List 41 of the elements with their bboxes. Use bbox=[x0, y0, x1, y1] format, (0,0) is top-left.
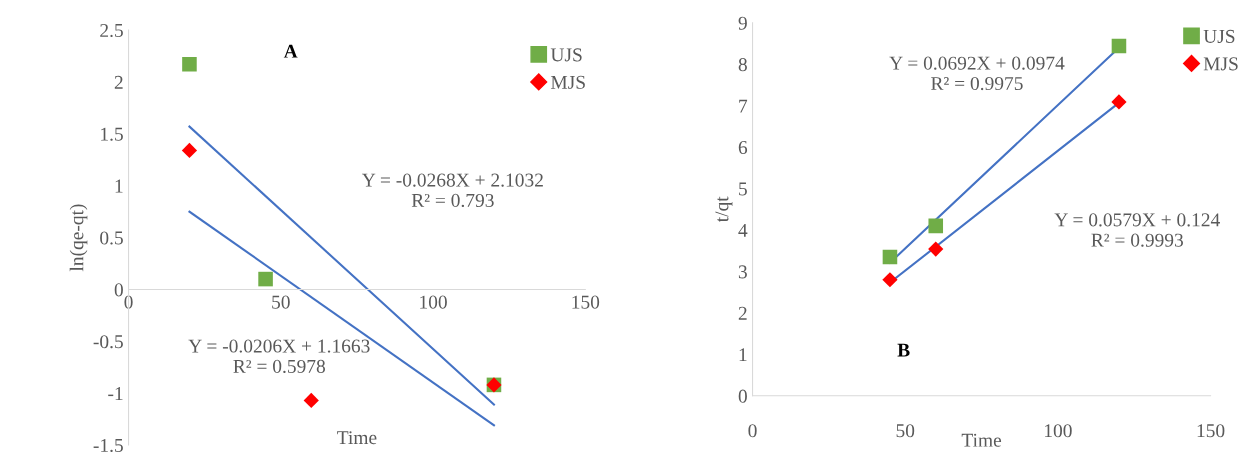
y-tick-label: 1.5 bbox=[101, 127, 123, 141]
y-tick-label: 3 bbox=[738, 265, 747, 279]
x-axis-title: Time bbox=[337, 431, 377, 445]
x-tick-label: 100 bbox=[1045, 424, 1072, 438]
y-tick-label: 0 bbox=[114, 283, 123, 297]
legend-label: UJS bbox=[1203, 29, 1235, 43]
y-tick-label: -1.5 bbox=[93, 438, 123, 453]
y-tick-label: -1 bbox=[108, 387, 123, 400]
text: A bbox=[283, 44, 298, 58]
y-axis-title: t/qt bbox=[715, 196, 733, 223]
annotation: Y = 0.0579X + 0.124 R² = 0.9993 bbox=[1054, 213, 1220, 247]
y-tick-label: 1 bbox=[115, 179, 123, 193]
legend-label: MJS bbox=[1203, 57, 1238, 71]
x-tick-label: 50 bbox=[896, 424, 915, 438]
x-axis-title: Time bbox=[961, 433, 1002, 447]
y-tick-label: 9 bbox=[738, 16, 747, 30]
x-tick-label: 150 bbox=[1197, 424, 1225, 438]
y-tick-label: -0.5 bbox=[93, 335, 123, 349]
y-axis-title: ln(qe-qt) bbox=[69, 204, 88, 272]
text: B bbox=[897, 343, 910, 357]
legend-label: MJS bbox=[550, 75, 585, 89]
y-tick-label: 6 bbox=[738, 141, 748, 155]
y-tick-label: 0.5 bbox=[100, 231, 123, 245]
y-tick-label: 2 bbox=[738, 306, 747, 320]
y-tick-label: 0 bbox=[738, 389, 747, 403]
x-tick-label: 100 bbox=[420, 295, 447, 309]
y-tick-label: 4 bbox=[738, 223, 748, 237]
x-tick-label: 150 bbox=[572, 295, 600, 309]
y-tick-label: 2 bbox=[114, 75, 123, 89]
y-tick-label: 2.5 bbox=[100, 23, 123, 38]
legend-label: UJS bbox=[550, 48, 582, 62]
x-tick-label: 0 bbox=[748, 424, 757, 438]
y-tick-label: 8 bbox=[738, 58, 747, 72]
x-tick-label: 0 bbox=[124, 295, 133, 309]
y-tick-label: 7 bbox=[739, 99, 748, 113]
annotation: Y = -0.0206X + 1.1663 R² = 0.5978 bbox=[188, 339, 370, 374]
annotation: Y = 0.0692X + 0.0974 R² = 0.9975 bbox=[889, 56, 1065, 91]
y-tick-label: 1 bbox=[739, 348, 747, 362]
annotation: Y = -0.0268X + 2.1032 R² = 0.793 bbox=[361, 173, 543, 208]
x-tick-label: 50 bbox=[272, 295, 290, 309]
y-tick-label: 5 bbox=[739, 182, 747, 196]
